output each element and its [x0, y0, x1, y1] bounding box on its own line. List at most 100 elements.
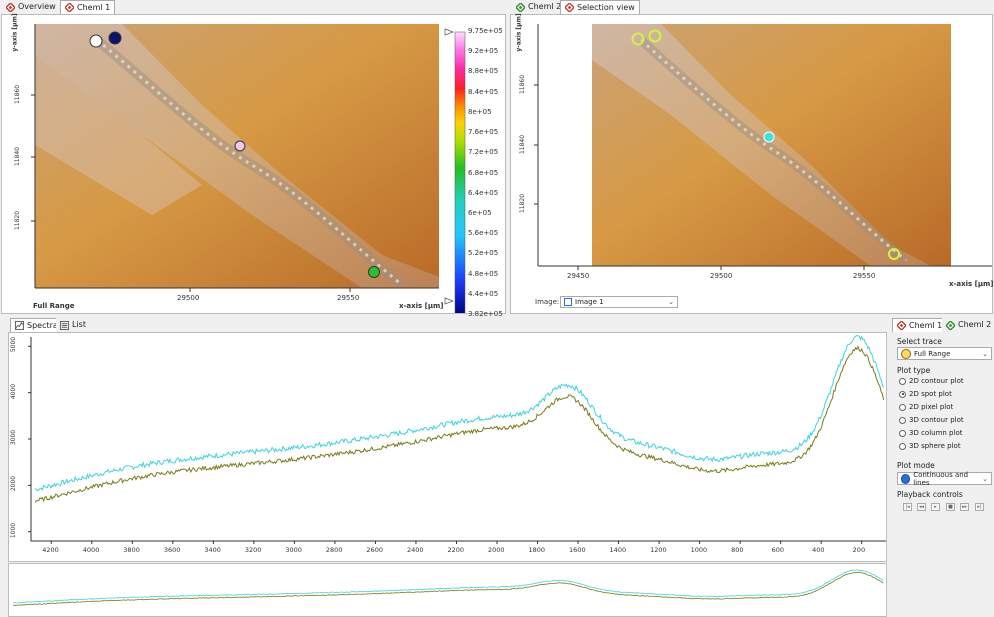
- plot-mode-label: Plot mode: [897, 461, 935, 470]
- cheml-icon: [946, 320, 955, 330]
- overview-line-a: [13, 569, 884, 604]
- colorbar: [454, 31, 466, 313]
- measurement-spot[interactable]: [234, 140, 246, 152]
- tab-label: Cheml 2: [528, 2, 562, 11]
- play-button[interactable]: ▸: [931, 503, 940, 511]
- previous-button[interactable]: ◂◂: [917, 503, 926, 511]
- radio-label: 3D column plot: [909, 429, 963, 437]
- y-axis-label: y-axis [µm]: [515, 13, 523, 52]
- tab-label: Selection view: [577, 2, 635, 12]
- chevron-down-icon: ⌄: [982, 474, 988, 483]
- y-tick: 11840: [519, 134, 527, 155]
- plot-mode-select[interactable]: Continuous and lines ⌄: [897, 470, 992, 487]
- x-tick-label: 4000: [82, 546, 100, 554]
- y-tick: 11820: [14, 210, 22, 231]
- spectra-plot-panel: 5000 4000 3000 2000 1000 4200 4000 3800 3600 340…: [8, 332, 887, 562]
- trace-icon: [901, 348, 911, 359]
- colorbar-tick-label: 6.8e+05: [468, 168, 499, 177]
- colorbar-max-handle[interactable]: [444, 28, 454, 36]
- x-tick-label: 3600: [163, 546, 181, 554]
- x-tick-label: 2400: [406, 546, 424, 554]
- measurement-spot[interactable]: [368, 266, 380, 278]
- x-tick-label: 3200: [244, 546, 262, 554]
- tab-cheml-1[interactable]: Cheml 1: [60, 0, 116, 14]
- first-frame-button[interactable]: |◂: [903, 503, 912, 511]
- playback-controls-label: Playback controls: [897, 490, 963, 499]
- x-tick-label: 1600: [569, 546, 586, 554]
- x-tick: 29550: [853, 272, 876, 280]
- right-image-plot: [534, 24, 992, 270]
- selected-spot[interactable]: [763, 131, 775, 143]
- radio-3d-sphere[interactable]: 3D sphere plot: [899, 442, 961, 450]
- radio-label: 2D pixel plot: [909, 403, 954, 411]
- y-tick: 11860: [14, 84, 22, 105]
- tab-label: List: [72, 320, 86, 329]
- tab-label: Cheml 2: [958, 320, 992, 329]
- next-button[interactable]: ▸▸: [960, 503, 969, 511]
- y-tick-label: 4000: [10, 383, 18, 399]
- colorbar-tick-label: 6e+05: [468, 208, 492, 217]
- tab-cheml-1-panel[interactable]: Cheml 1: [892, 318, 948, 332]
- tab-cheml-2[interactable]: Cheml 2: [512, 0, 566, 14]
- radio-2d-pixel[interactable]: 2D pixel plot: [899, 403, 953, 411]
- cheml-icon: [516, 2, 525, 12]
- x-tick-label: 800: [731, 546, 744, 554]
- x-tick-label: 200: [852, 546, 866, 554]
- x-tick-label: 1000: [690, 546, 708, 554]
- tab-list[interactable]: List: [56, 318, 90, 332]
- tab-spectra[interactable]: Spectra: [10, 318, 63, 332]
- radio-2d-contour[interactable]: 2D contour plot: [899, 377, 964, 385]
- radio-dot: [899, 429, 906, 437]
- radio-dot: [899, 416, 906, 424]
- measurement-spot[interactable]: [89, 34, 103, 48]
- spectrum-line-b[interactable]: [34, 345, 885, 503]
- spectra-axes: [30, 337, 886, 542]
- x-tick-label: 2800: [325, 546, 343, 554]
- tab-label: Cheml 1: [909, 320, 943, 330]
- selected-spot[interactable]: [631, 32, 645, 46]
- x-tick: 29450: [567, 272, 590, 280]
- spectra-overview-plot[interactable]: [9, 564, 886, 616]
- y-tick: 11840: [14, 146, 22, 167]
- colorbar-tick-label: 8.8e+05: [468, 67, 499, 76]
- tab-cheml-2-panel[interactable]: Cheml 2: [942, 318, 994, 332]
- selected-spot[interactable]: [648, 29, 662, 43]
- y-tick: 11860: [519, 74, 527, 95]
- tab-overview[interactable]: Overview: [2, 0, 60, 14]
- trace-label: Full Range: [33, 302, 75, 310]
- trace-select[interactable]: Full Range ⌄: [897, 347, 992, 360]
- measurement-spot[interactable]: [108, 31, 122, 45]
- colorbar-min-handle[interactable]: [444, 297, 454, 305]
- colorbar-tick-label: 7.2e+05: [468, 148, 499, 157]
- x-axis-label: x-axis [µm]: [399, 302, 444, 310]
- plot-mode-value: Continuous and lines: [913, 470, 969, 487]
- spectrum-line-a[interactable]: [34, 335, 885, 492]
- tab-label: Overview: [18, 2, 56, 11]
- spectra-plot[interactable]: [9, 333, 886, 561]
- x-tick-label: 2000: [487, 546, 505, 554]
- y-axis-label: y-axis [µm]: [11, 13, 19, 52]
- stop-button[interactable]: ■: [946, 503, 955, 511]
- right-image-panel: y-axis [µm] 11860 11840 11820 29450 2950…: [510, 13, 994, 314]
- select-trace-label: Select trace: [897, 337, 942, 346]
- x-tick: 29500: [177, 294, 200, 302]
- radio-dot: [899, 403, 906, 411]
- cheml-icon: [897, 321, 906, 330]
- radio-3d-column[interactable]: 3D column plot: [899, 429, 962, 437]
- radio-3d-contour[interactable]: 3D contour plot: [899, 416, 964, 424]
- x-tick-label: 3400: [204, 546, 221, 554]
- selected-spot[interactable]: [888, 248, 900, 260]
- tab-selection-view[interactable]: Selection view: [560, 0, 640, 14]
- last-frame-button[interactable]: ▸|: [975, 503, 984, 511]
- radio-dot: [899, 442, 906, 450]
- y-tick: 11820: [519, 193, 527, 214]
- colorbar-tick-label: 4.4e+05: [468, 289, 499, 298]
- image-select[interactable]: Image 1 ⌄: [560, 296, 678, 308]
- x-tick-label: 600: [771, 546, 785, 554]
- colorbar-tick-label: 5.2e+05: [468, 249, 499, 258]
- colorbar-tick-label: 4.8e+05: [468, 269, 499, 278]
- radio-2d-spot[interactable]: 2D spot plot: [899, 390, 952, 398]
- radio-label: 2D spot plot: [909, 390, 952, 398]
- radio-dot: [899, 377, 906, 385]
- radio-label: 2D contour plot: [909, 377, 964, 385]
